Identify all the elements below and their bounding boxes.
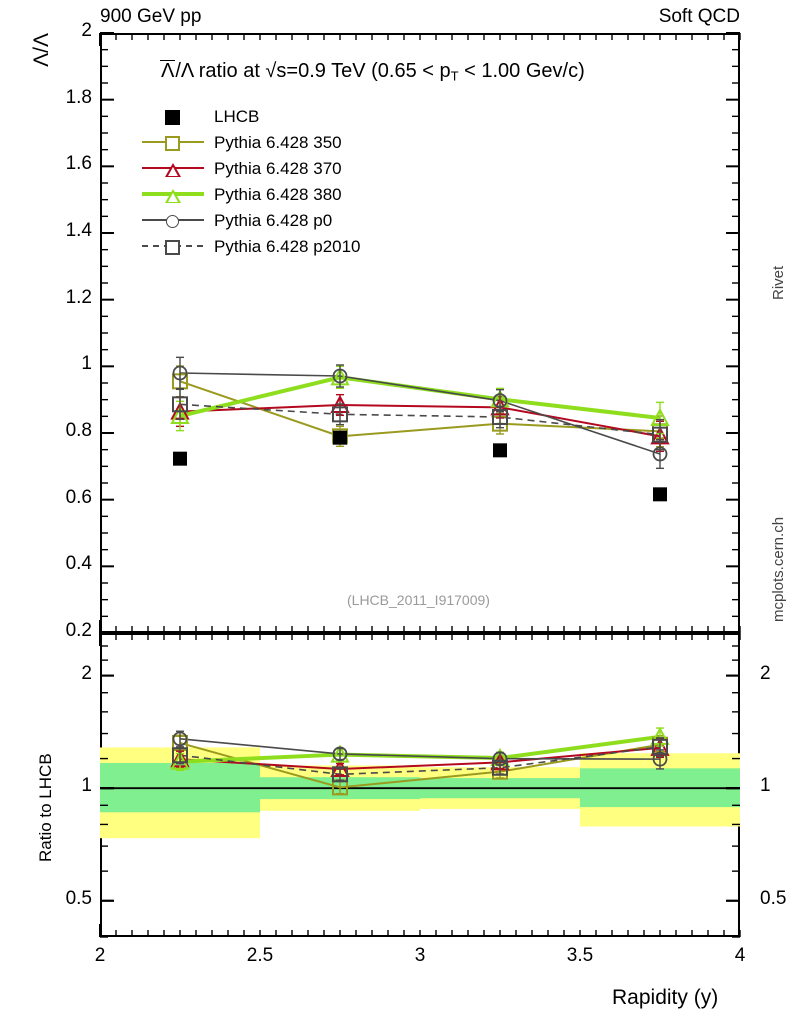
legend-item-pythia-6-428-370[interactable]: Pythia 6.428 370 [142, 156, 361, 182]
legend-marker-sample [165, 189, 181, 203]
ratio-series-pythia-6-428-p2010 [179, 746, 661, 776]
data-point-marker [172, 731, 188, 747]
legend-item-label: Pythia 6.428 380 [214, 185, 342, 204]
legend-item-pythia-6-428-p2010[interactable]: Pythia 6.428 p2010 [142, 234, 361, 260]
data-point-marker [332, 406, 348, 423]
main-y-tick-label: 2 [81, 20, 92, 41]
main-series-pythia-6-428-370 [179, 403, 661, 438]
data-point-marker [332, 766, 348, 783]
legend: LHCB Pythia 6.428 350 Pythia 6.428 370 Pyth… [142, 104, 361, 260]
legend-marker-inner [168, 167, 178, 176]
main-y-tick-label: 1.8 [65, 86, 92, 108]
legend-key [142, 237, 204, 257]
main-y-tick-label: 1 [81, 353, 92, 375]
ratio-y-tick-label: 0.5 [65, 887, 92, 909]
x-tick-label: 2.5 [246, 945, 274, 966]
legend-item-label: Pythia 6.428 p2010 [214, 237, 361, 256]
legend-marker-sample [165, 110, 180, 125]
x-axis-title: Rapidity (y) [612, 986, 719, 1009]
data-point-marker [333, 430, 347, 445]
data-point-marker [173, 451, 187, 466]
main-y-tick-label: 1.2 [65, 286, 92, 308]
legend-key [142, 159, 204, 179]
data-point-marker [652, 426, 668, 443]
legend-item-label: LHCB [214, 107, 260, 126]
main-y-tick-label: 1.6 [65, 153, 92, 175]
main-y-tick-label: 0.4 [65, 553, 92, 575]
ratio-y-tick-label-right: 2 [760, 662, 771, 684]
legend-key [142, 211, 204, 231]
data-point-marker [493, 443, 507, 458]
legend-item-label: Pythia 6.428 p0 [214, 211, 333, 230]
legend-item-lhcb[interactable]: LHCB [142, 104, 361, 130]
legend-item-pythia-6-428-350[interactable]: Pythia 6.428 350 [142, 130, 361, 156]
x-tick-label: 3 [414, 945, 426, 966]
main-y-tick-label: 1.4 [65, 220, 92, 241]
ratio-series-pythia-6-428-p0 [179, 738, 661, 760]
legend-key [142, 133, 204, 153]
x-tick-label: 4 [734, 945, 746, 966]
main-y-tick-label: 0.2 [65, 620, 92, 641]
main-plot-frame [100, 33, 740, 633]
title-subscript: T [450, 68, 459, 84]
main-series-pythia-6-428-p2010 [179, 403, 661, 436]
data-point-marker [172, 396, 188, 413]
data-point-marker [492, 409, 508, 425]
data-point-marker [332, 746, 348, 762]
ratio-points-pythia-6-428-p2010 [172, 737, 668, 783]
ratio-series-pythia-6-428-370 [179, 746, 661, 771]
ratio-y-tick-label-right: 1 [760, 775, 771, 797]
main-series-pythia-6-428-380 [179, 375, 661, 420]
series-line [179, 403, 661, 438]
main-y-tick-label: 0.8 [65, 420, 92, 441]
main-points-lhcb [173, 430, 667, 502]
main-y-tick-label: 0.6 [65, 486, 92, 508]
legend-item-label: Pythia 6.428 350 [214, 133, 342, 152]
data-point-marker [653, 487, 667, 502]
series-line [179, 375, 661, 420]
legend-item-label: Pythia 6.428 370 [214, 159, 342, 178]
data-point-marker [170, 751, 190, 770]
series-line [179, 746, 661, 771]
x-tick-label: 2 [94, 945, 106, 966]
data-point-marker [330, 744, 350, 763]
series-line [179, 746, 661, 776]
legend-key [142, 185, 204, 205]
legend-item-pythia-6-428-380[interactable]: Pythia 6.428 380 [142, 182, 361, 208]
data-point-marker [332, 368, 348, 384]
main-series-pythia-6-428-p0 [179, 372, 661, 455]
series-line [179, 403, 661, 436]
data-point-marker [492, 759, 508, 776]
header-left-label: 900 GeV pp [100, 6, 202, 27]
legend-marker-sample [165, 136, 180, 151]
legend-marker-sample [165, 163, 181, 177]
header-right-label: Soft QCD [658, 6, 740, 27]
legend-key [142, 107, 204, 127]
title-main-text: /Λ ratio at √s=0.9 TeV (0.65 < p [175, 60, 451, 82]
data-point-marker [172, 747, 188, 764]
data-point-marker [170, 405, 190, 424]
data-point-marker [652, 738, 668, 755]
series-line [179, 372, 661, 455]
title-suffix-text: < 1.00 Gev/c) [458, 60, 585, 82]
plot-title: Λ/Λ ratio at √s=0.9 TeV (0.65 < pT < 1.0… [160, 60, 585, 84]
legend-marker-sample [166, 215, 179, 228]
main-points-pythia-6-428-p2010 [172, 388, 668, 451]
x-tick-label: 3.5 [566, 945, 594, 966]
analysis-id-watermark: (LHCB_2011_I917009) [347, 592, 490, 608]
data-point-marker [172, 365, 188, 381]
legend-marker-inner [168, 193, 178, 202]
series-line [179, 738, 661, 760]
ratio-y-tick-label: 2 [81, 662, 92, 684]
title-lambda-bar: Λ [160, 60, 176, 82]
ratio-y-tick-label: 1 [81, 775, 92, 797]
legend-marker-sample [165, 240, 180, 255]
legend-item-pythia-6-428-p0[interactable]: Pythia 6.428 p0 [142, 208, 361, 234]
ratio-y-tick-label-right: 0.5 [760, 887, 786, 909]
